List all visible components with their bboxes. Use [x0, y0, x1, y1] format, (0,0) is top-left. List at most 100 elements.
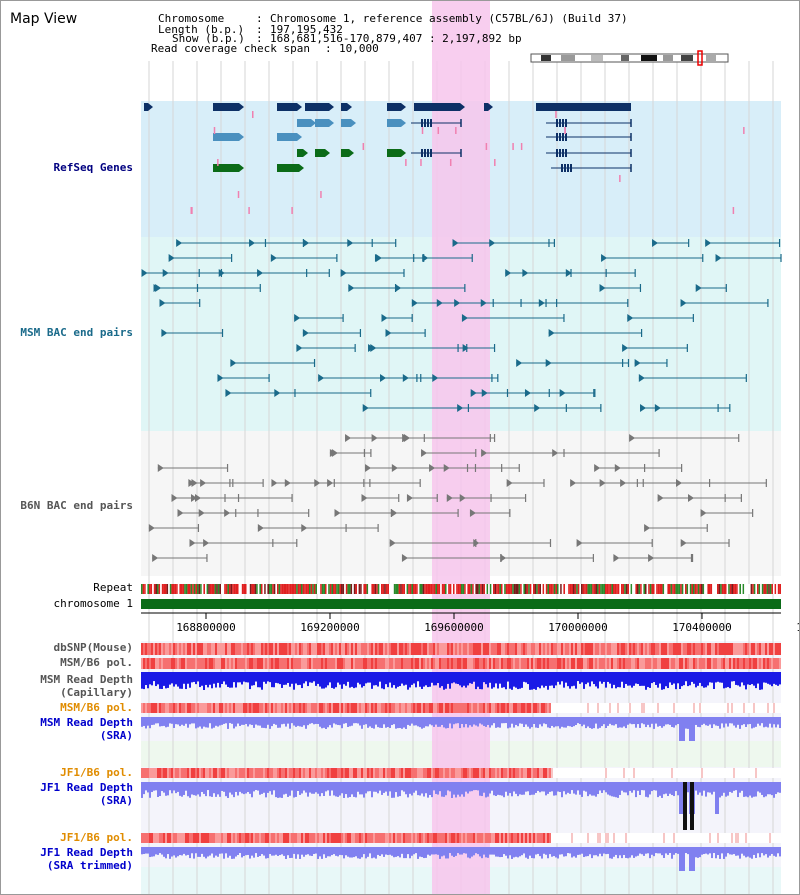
repeat-segment [617, 584, 620, 594]
depth-bar [243, 847, 245, 857]
pol-segment [279, 833, 281, 843]
pol-segment [499, 658, 501, 669]
pol-segment [471, 703, 473, 713]
depth-bar [659, 672, 661, 684]
depth-bar [583, 847, 585, 858]
pol-segment [477, 703, 479, 713]
depth-bar [461, 717, 463, 724]
pol-segment [275, 643, 277, 655]
pol-segment [587, 703, 589, 713]
pol-segment [261, 658, 263, 669]
depth-bar [755, 782, 757, 797]
repeat-segment [179, 584, 181, 594]
msm-bac-pair-end [432, 374, 439, 382]
pol-segment [451, 643, 453, 655]
pol-segment [707, 768, 709, 778]
depth-bar [669, 672, 671, 683]
pol-segment [173, 643, 175, 655]
depth-bar [735, 672, 737, 685]
pol-segment [565, 658, 567, 669]
depth-spike [683, 782, 687, 830]
pol-segment [737, 703, 739, 713]
depth-bar [423, 672, 425, 687]
depth-bar [337, 847, 339, 857]
pol-segment [415, 658, 417, 669]
pol-segment [659, 643, 661, 655]
pol-segment [401, 768, 403, 778]
pol-segment [727, 768, 729, 778]
repeat-segment [677, 584, 679, 594]
pol-segment [151, 643, 153, 655]
pol-segment [389, 703, 391, 713]
depth-bar [451, 672, 453, 684]
depth-bar [529, 847, 531, 856]
track-label-msm-bac: MSM BAC end pairs [20, 326, 133, 339]
depth-bar [203, 672, 205, 690]
depth-bar [609, 782, 611, 796]
pol-segment [233, 658, 235, 669]
gene-block [277, 103, 297, 111]
gene-block [144, 103, 148, 111]
pol-segment [359, 658, 361, 669]
pol-segment [593, 643, 595, 655]
depth-bar [405, 847, 407, 859]
pol-segment [283, 658, 285, 669]
depth-bar [173, 847, 175, 856]
pol-segment [627, 768, 629, 778]
depth-bar [439, 717, 441, 727]
depth-bar [193, 672, 195, 682]
depth-bar [409, 847, 411, 859]
pol-segment [379, 768, 381, 778]
repeat-segment [293, 584, 295, 594]
depth-bar [771, 782, 773, 796]
depth-bar [525, 672, 527, 683]
pol-segment [507, 768, 509, 778]
pol-segment [161, 703, 163, 713]
pol-segment [281, 833, 283, 843]
depth-bar [483, 782, 485, 793]
pol-segment [697, 703, 699, 713]
pol-segment [379, 703, 381, 713]
pol-segment [193, 833, 195, 843]
repeat-segment [504, 584, 506, 594]
pol-segment [539, 768, 541, 778]
depth-bar [567, 782, 569, 793]
snp-marker [291, 207, 293, 214]
pol-segment [723, 703, 725, 713]
repeat-segment [597, 584, 599, 594]
depth-bar [675, 717, 677, 726]
pol-segment [607, 833, 609, 843]
depth-bar [673, 717, 675, 728]
pol-segment [331, 703, 333, 713]
depth-bar [433, 717, 435, 727]
pol-segment [295, 643, 297, 655]
pol-segment [217, 643, 219, 655]
depth-bar [265, 672, 267, 684]
pol-segment [517, 768, 519, 778]
pol-segment [687, 833, 689, 843]
depth-bar [297, 782, 299, 791]
pol-segment [263, 658, 265, 669]
pol-segment [219, 703, 221, 713]
snp-marker [512, 143, 514, 150]
pol-segment [277, 768, 279, 778]
depth-bar [765, 782, 767, 797]
depth-bar [239, 717, 241, 726]
pol-segment [403, 768, 405, 778]
pol-segment [237, 703, 239, 713]
depth-bar [325, 847, 327, 858]
repeat-segment [438, 584, 441, 594]
repeat-segment [609, 584, 612, 594]
repeat-segment [337, 584, 340, 594]
pol-segment [187, 703, 189, 713]
pol-segment [419, 703, 421, 713]
coverage-label: Read coverage check span [151, 42, 310, 55]
pol-segment [525, 768, 527, 778]
pol-segment [325, 703, 327, 713]
repeat-segment [566, 584, 569, 594]
pol-segment [159, 833, 161, 843]
pol-segment [389, 833, 391, 843]
depth-bar [237, 847, 239, 855]
repeat-segment [589, 584, 591, 594]
